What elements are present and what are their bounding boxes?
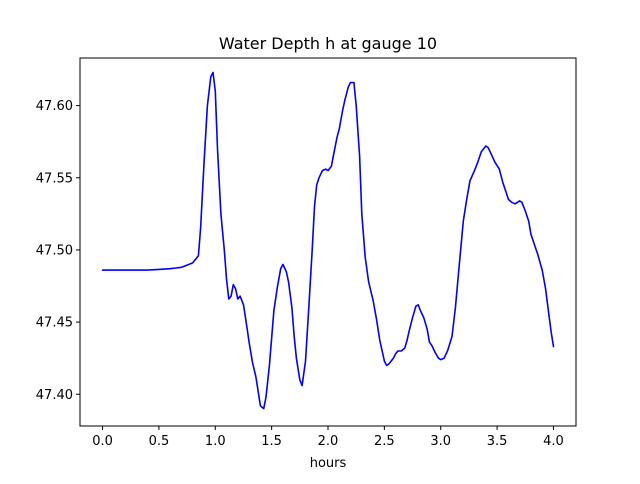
y-tick-label: 47.50 bbox=[36, 243, 73, 258]
x-tick-label: 0.5 bbox=[149, 434, 170, 449]
x-tick-label: 3.0 bbox=[430, 434, 451, 449]
series-line bbox=[101, 71, 555, 410]
y-tick-label: 47.40 bbox=[36, 388, 73, 403]
x-axis-ticks: 0.0 0.5 1.0 1.5 2.0 2.5 3.0 3.5 4.0 bbox=[92, 426, 564, 449]
x-tick-label: 0.0 bbox=[92, 434, 113, 449]
plot-layer bbox=[101, 71, 555, 410]
x-axis-label: hours bbox=[310, 456, 347, 471]
y-tick-label: 47.55 bbox=[36, 171, 73, 186]
y-tick-label: 47.45 bbox=[36, 316, 73, 331]
y-tick-label: 47.60 bbox=[36, 99, 73, 114]
x-tick-label: 4.0 bbox=[543, 434, 564, 449]
x-tick-label: 1.5 bbox=[261, 434, 282, 449]
x-tick-label: 2.5 bbox=[374, 434, 395, 449]
x-tick-label: 2.0 bbox=[318, 434, 339, 449]
chart-title: Water Depth h at gauge 10 bbox=[219, 34, 437, 53]
y-axis-ticks: 47.40 47.45 47.50 47.55 47.60 bbox=[36, 99, 80, 403]
x-tick-label: 1.0 bbox=[205, 434, 226, 449]
x-tick-label: 3.5 bbox=[487, 434, 508, 449]
